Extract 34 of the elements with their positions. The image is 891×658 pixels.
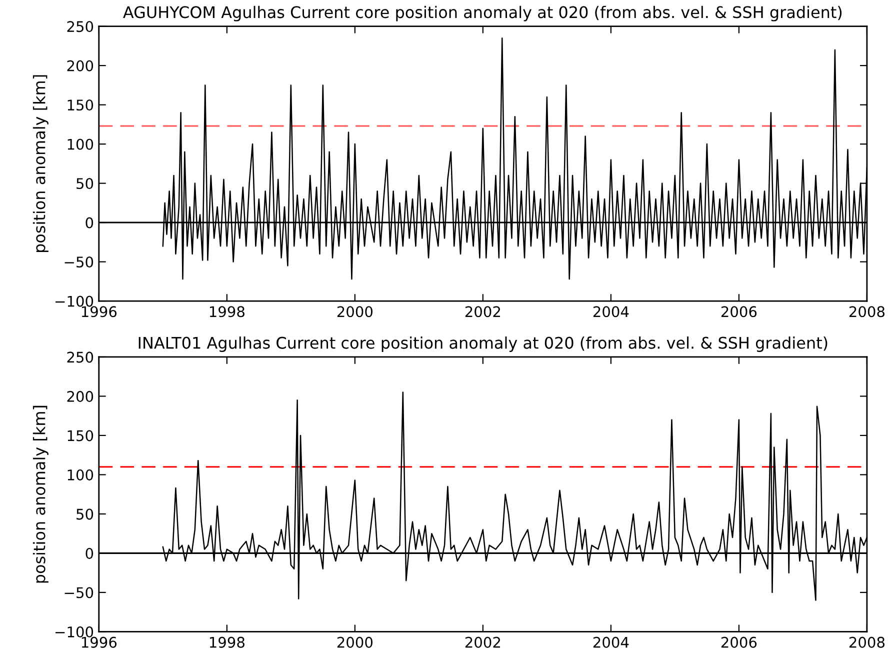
- x-tick-label: 2002: [465, 306, 500, 318]
- y-tick-label: −50: [64, 587, 94, 598]
- y-axis-title: position anomaly [km]: [32, 75, 48, 252]
- x-tick-label: 2000: [337, 636, 373, 648]
- y-tick-label: 200: [67, 390, 94, 402]
- x-tick-label: 2006: [721, 306, 757, 318]
- y-tick-label: 250: [67, 352, 94, 363]
- y-tick-label: 50: [76, 508, 94, 520]
- y-tick-label: −50: [64, 256, 94, 268]
- y-tick-label: 100: [68, 469, 94, 480]
- y-tick-label: 50: [76, 178, 94, 190]
- x-tick-label: 1998: [210, 306, 244, 318]
- y-tick-label: −100: [56, 296, 94, 307]
- y-axis-title: position anomaly [km]: [32, 406, 48, 583]
- x-tick-label: 1996: [82, 306, 117, 318]
- y-tick-label: 0: [86, 217, 94, 228]
- x-tick-label: 2006: [721, 636, 757, 648]
- x-tick-label: 2004: [593, 306, 629, 318]
- x-tick-label: 1998: [210, 636, 244, 648]
- chart-title: AGUHYCOM Agulhas Current core position anomaly at 020 (from abs. vel. & SSH gradient): [123, 6, 842, 22]
- y-tick-label: 0: [86, 548, 94, 559]
- x-tick-label: 2000: [337, 306, 373, 318]
- x-tick-label: 2008: [849, 636, 884, 648]
- y-tick-label: 250: [67, 21, 94, 32]
- y-tick-label: 150: [68, 430, 94, 442]
- y-tick-label: 100: [68, 138, 94, 150]
- x-tick-label: 2008: [849, 306, 884, 318]
- x-tick-label: 2004: [593, 636, 629, 648]
- y-tick-label: 150: [68, 100, 94, 111]
- x-tick-label: 2002: [465, 636, 500, 648]
- x-tick-label: 1996: [82, 636, 117, 648]
- y-tick-label: 200: [67, 60, 94, 72]
- y-tick-label: −100: [56, 626, 94, 638]
- chart-title: INALT01 Agulhas Current core position anomaly at 020 (from abs. vel. & SSH gradient): [138, 336, 828, 352]
